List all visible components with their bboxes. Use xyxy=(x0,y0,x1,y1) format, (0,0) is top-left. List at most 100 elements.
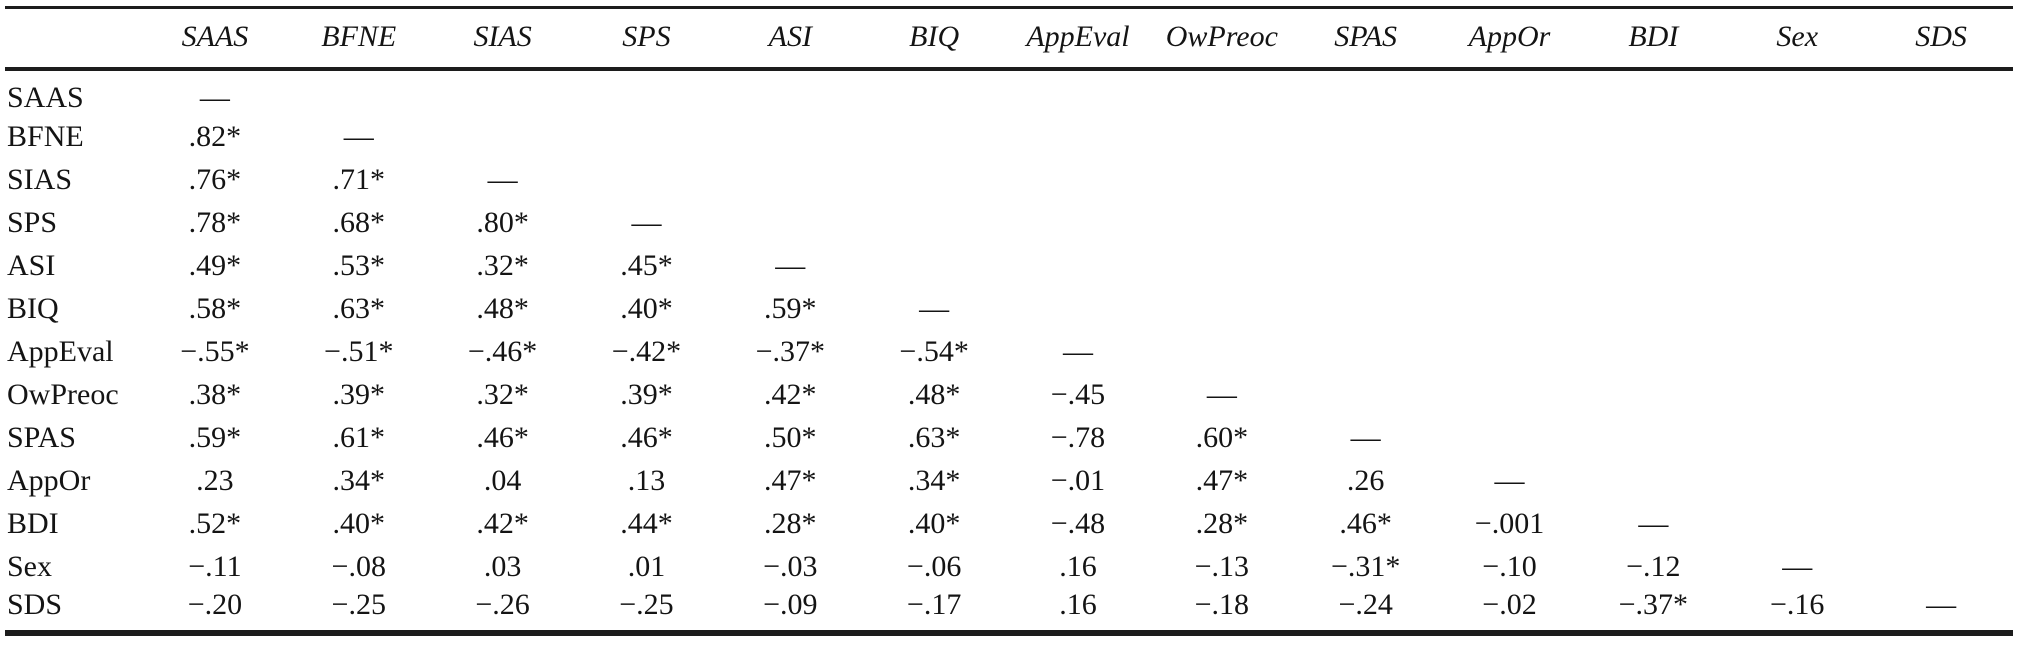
table-cell xyxy=(718,69,862,115)
table-cell xyxy=(575,115,719,158)
table-cell xyxy=(1869,416,2013,459)
header-row: SAAS BFNE SIAS SPS ASI BIQ AppEval OwPreoc SPAS A… xyxy=(5,7,2013,71)
table-cell xyxy=(1150,244,1294,287)
table-cell xyxy=(1869,115,2013,158)
table-cell xyxy=(1294,201,1438,244)
table-cell: .23 xyxy=(196,463,234,497)
correlation-table: SAAS BFNE SIAS SPS ASI BIQ AppEval OwPreoc SPAS A… xyxy=(5,6,2013,636)
table-cell xyxy=(1869,459,2013,502)
row-label: AppOr xyxy=(7,463,91,497)
table-row: Sex −.11 −.08 .03 .01 −.03 −.06 .16 −.13 −.31* −.1… xyxy=(5,545,2013,588)
column-header: BFNE xyxy=(286,7,431,71)
table-cell: .32* xyxy=(476,248,529,282)
table-cell: .16 xyxy=(1059,588,1097,621)
table-cell xyxy=(1725,69,1869,115)
table-cell: −.48 xyxy=(1050,506,1106,540)
table-cell: −.37* xyxy=(755,334,825,368)
table-cell xyxy=(287,69,431,115)
table-row: AppEval −.55* −.51* −.46* −.42* −.37* −.54* — xyxy=(5,330,2013,373)
table-cell xyxy=(1006,287,1150,330)
table-cell: — xyxy=(1926,588,1957,621)
table-cell: −.55* xyxy=(180,334,250,368)
table-cell: .01 xyxy=(627,549,666,583)
table-cell xyxy=(862,115,1006,158)
table-cell: .40* xyxy=(907,506,961,540)
table-cell: .42* xyxy=(764,377,817,411)
table-cell: −.24 xyxy=(1338,588,1393,621)
table-cell: .47* xyxy=(1195,463,1249,497)
table-cell: −.46* xyxy=(467,334,538,368)
table-cell xyxy=(575,69,719,115)
table-cell xyxy=(1150,69,1294,115)
table-cell: −.37* xyxy=(1618,588,1689,621)
column-header: ASI xyxy=(718,7,863,71)
table-cell: .16 xyxy=(1059,549,1097,583)
column-header: BDI xyxy=(1581,7,1726,71)
table-cell: .63* xyxy=(332,291,386,325)
table-cell: .28* xyxy=(764,506,817,540)
table-cell: — xyxy=(631,205,662,239)
table-cell xyxy=(1581,330,1725,373)
table-cell: — xyxy=(775,248,806,282)
table-cell: .59* xyxy=(764,291,817,325)
table-cell: .26 xyxy=(1346,463,1385,497)
column-header: SPS xyxy=(574,7,719,71)
table-body: SAAS — BFNE .82* — SIAS .76* .71* — SPS .78* .68* .8… xyxy=(5,69,2013,633)
table-cell: .40* xyxy=(332,506,386,540)
table-cell: .34* xyxy=(332,463,386,497)
row-label: SPAS xyxy=(7,420,76,454)
table-row: OwPreoc .38* .39* .32* .39* .42* .48* −.45 — xyxy=(5,373,2013,416)
table-cell xyxy=(575,158,719,201)
table-row: BDI .52* .40* .42* .44* .28* .40* −.48 .28* .46* −… xyxy=(5,502,2013,545)
table-cell: .78* xyxy=(188,205,242,239)
table-cell: .61* xyxy=(332,420,386,454)
table-cell: −.51* xyxy=(324,334,394,368)
table-cell xyxy=(1294,330,1438,373)
table-cell: — xyxy=(1206,377,1237,411)
table-cell: .45* xyxy=(620,248,673,282)
corner-cell xyxy=(5,7,143,71)
table-cell xyxy=(1294,244,1438,287)
table-cell: −.25 xyxy=(619,588,674,621)
table-cell: −.01 xyxy=(1050,463,1106,497)
table-cell xyxy=(1725,416,1869,459)
table-cell xyxy=(1581,459,1725,502)
table-cell xyxy=(1581,416,1725,459)
table-cell xyxy=(1150,115,1294,158)
table-cell: −.001 xyxy=(1474,506,1545,540)
table-cell: .49* xyxy=(188,248,242,282)
table-cell: .46* xyxy=(476,420,529,454)
table-cell xyxy=(1869,545,2013,588)
table-cell: −.13 xyxy=(1194,549,1250,583)
table-cell xyxy=(1725,201,1869,244)
table-cell: .40* xyxy=(620,291,673,325)
table-cell xyxy=(1725,158,1869,201)
table-cell xyxy=(1150,201,1294,244)
row-label: AppEval xyxy=(7,334,114,368)
table-cell xyxy=(1581,201,1725,244)
table-cell xyxy=(1581,69,1725,115)
row-label: ASI xyxy=(7,248,56,282)
table-cell xyxy=(1725,502,1869,545)
table-cell xyxy=(1438,69,1582,115)
table-cell xyxy=(862,158,1006,201)
table-cell xyxy=(1438,373,1582,416)
table-cell xyxy=(1725,459,1869,502)
table-cell: — xyxy=(1638,506,1669,540)
table-cell xyxy=(1869,158,2013,201)
table-cell: .32* xyxy=(476,377,529,411)
table-cell: .68* xyxy=(332,205,386,239)
column-header: SIAS xyxy=(430,7,575,71)
table-cell: −.11 xyxy=(188,549,242,583)
table-cell: −.10 xyxy=(1482,549,1537,583)
table-cell: .80* xyxy=(476,205,529,239)
row-label: BIQ xyxy=(7,291,59,325)
table-cell xyxy=(862,244,1006,287)
table-cell xyxy=(718,158,862,201)
column-header: SAAS xyxy=(143,7,287,71)
table-head: SAAS BFNE SIAS SPS ASI BIQ AppEval OwPreoc SPAS A… xyxy=(5,7,2013,71)
row-label: Sex xyxy=(7,549,52,583)
table-cell: .04 xyxy=(483,463,522,497)
table-cell: −.45 xyxy=(1050,377,1106,411)
table-cell: — xyxy=(919,291,950,325)
